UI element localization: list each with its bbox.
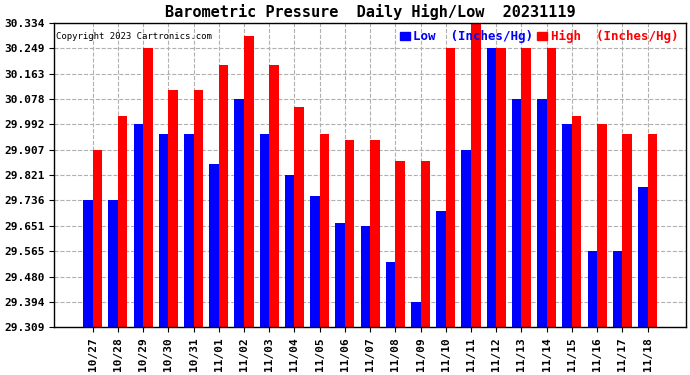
Bar bbox=[209, 164, 219, 327]
Bar bbox=[269, 65, 279, 327]
Bar bbox=[219, 65, 228, 327]
Bar bbox=[143, 48, 152, 327]
Bar bbox=[613, 251, 622, 327]
Bar bbox=[108, 201, 118, 327]
Bar bbox=[83, 201, 92, 327]
Bar bbox=[386, 262, 395, 327]
Legend: Low  (Inches/Hg), High  (Inches/Hg): Low (Inches/Hg), High (Inches/Hg) bbox=[398, 29, 680, 45]
Bar bbox=[319, 134, 329, 327]
Bar bbox=[285, 175, 295, 327]
Bar bbox=[118, 116, 128, 327]
Bar bbox=[345, 140, 355, 327]
Bar bbox=[522, 48, 531, 327]
Bar bbox=[259, 134, 269, 327]
Bar bbox=[471, 23, 480, 327]
Bar bbox=[184, 134, 194, 327]
Bar bbox=[159, 134, 168, 327]
Bar bbox=[562, 124, 572, 327]
Bar bbox=[395, 160, 405, 327]
Bar bbox=[295, 107, 304, 327]
Bar bbox=[310, 196, 319, 327]
Bar bbox=[235, 99, 244, 327]
Bar bbox=[622, 134, 632, 327]
Bar bbox=[92, 150, 102, 327]
Bar bbox=[462, 150, 471, 327]
Bar bbox=[512, 99, 522, 327]
Bar bbox=[647, 134, 657, 327]
Bar bbox=[168, 90, 178, 327]
Bar bbox=[411, 302, 420, 327]
Bar bbox=[597, 124, 607, 327]
Bar bbox=[194, 90, 203, 327]
Bar bbox=[361, 226, 370, 327]
Bar bbox=[546, 48, 556, 327]
Bar bbox=[638, 188, 647, 327]
Bar bbox=[370, 140, 380, 327]
Bar bbox=[537, 99, 546, 327]
Bar bbox=[436, 211, 446, 327]
Bar bbox=[335, 223, 345, 327]
Bar bbox=[587, 251, 597, 327]
Title: Barometric Pressure  Daily High/Low  20231119: Barometric Pressure Daily High/Low 20231… bbox=[165, 4, 575, 20]
Bar bbox=[134, 124, 143, 327]
Bar bbox=[420, 160, 430, 327]
Text: Copyright 2023 Cartronics.com: Copyright 2023 Cartronics.com bbox=[56, 32, 212, 41]
Bar bbox=[486, 48, 496, 327]
Bar bbox=[244, 36, 254, 327]
Bar bbox=[496, 48, 506, 327]
Bar bbox=[446, 48, 455, 327]
Bar bbox=[572, 116, 582, 327]
